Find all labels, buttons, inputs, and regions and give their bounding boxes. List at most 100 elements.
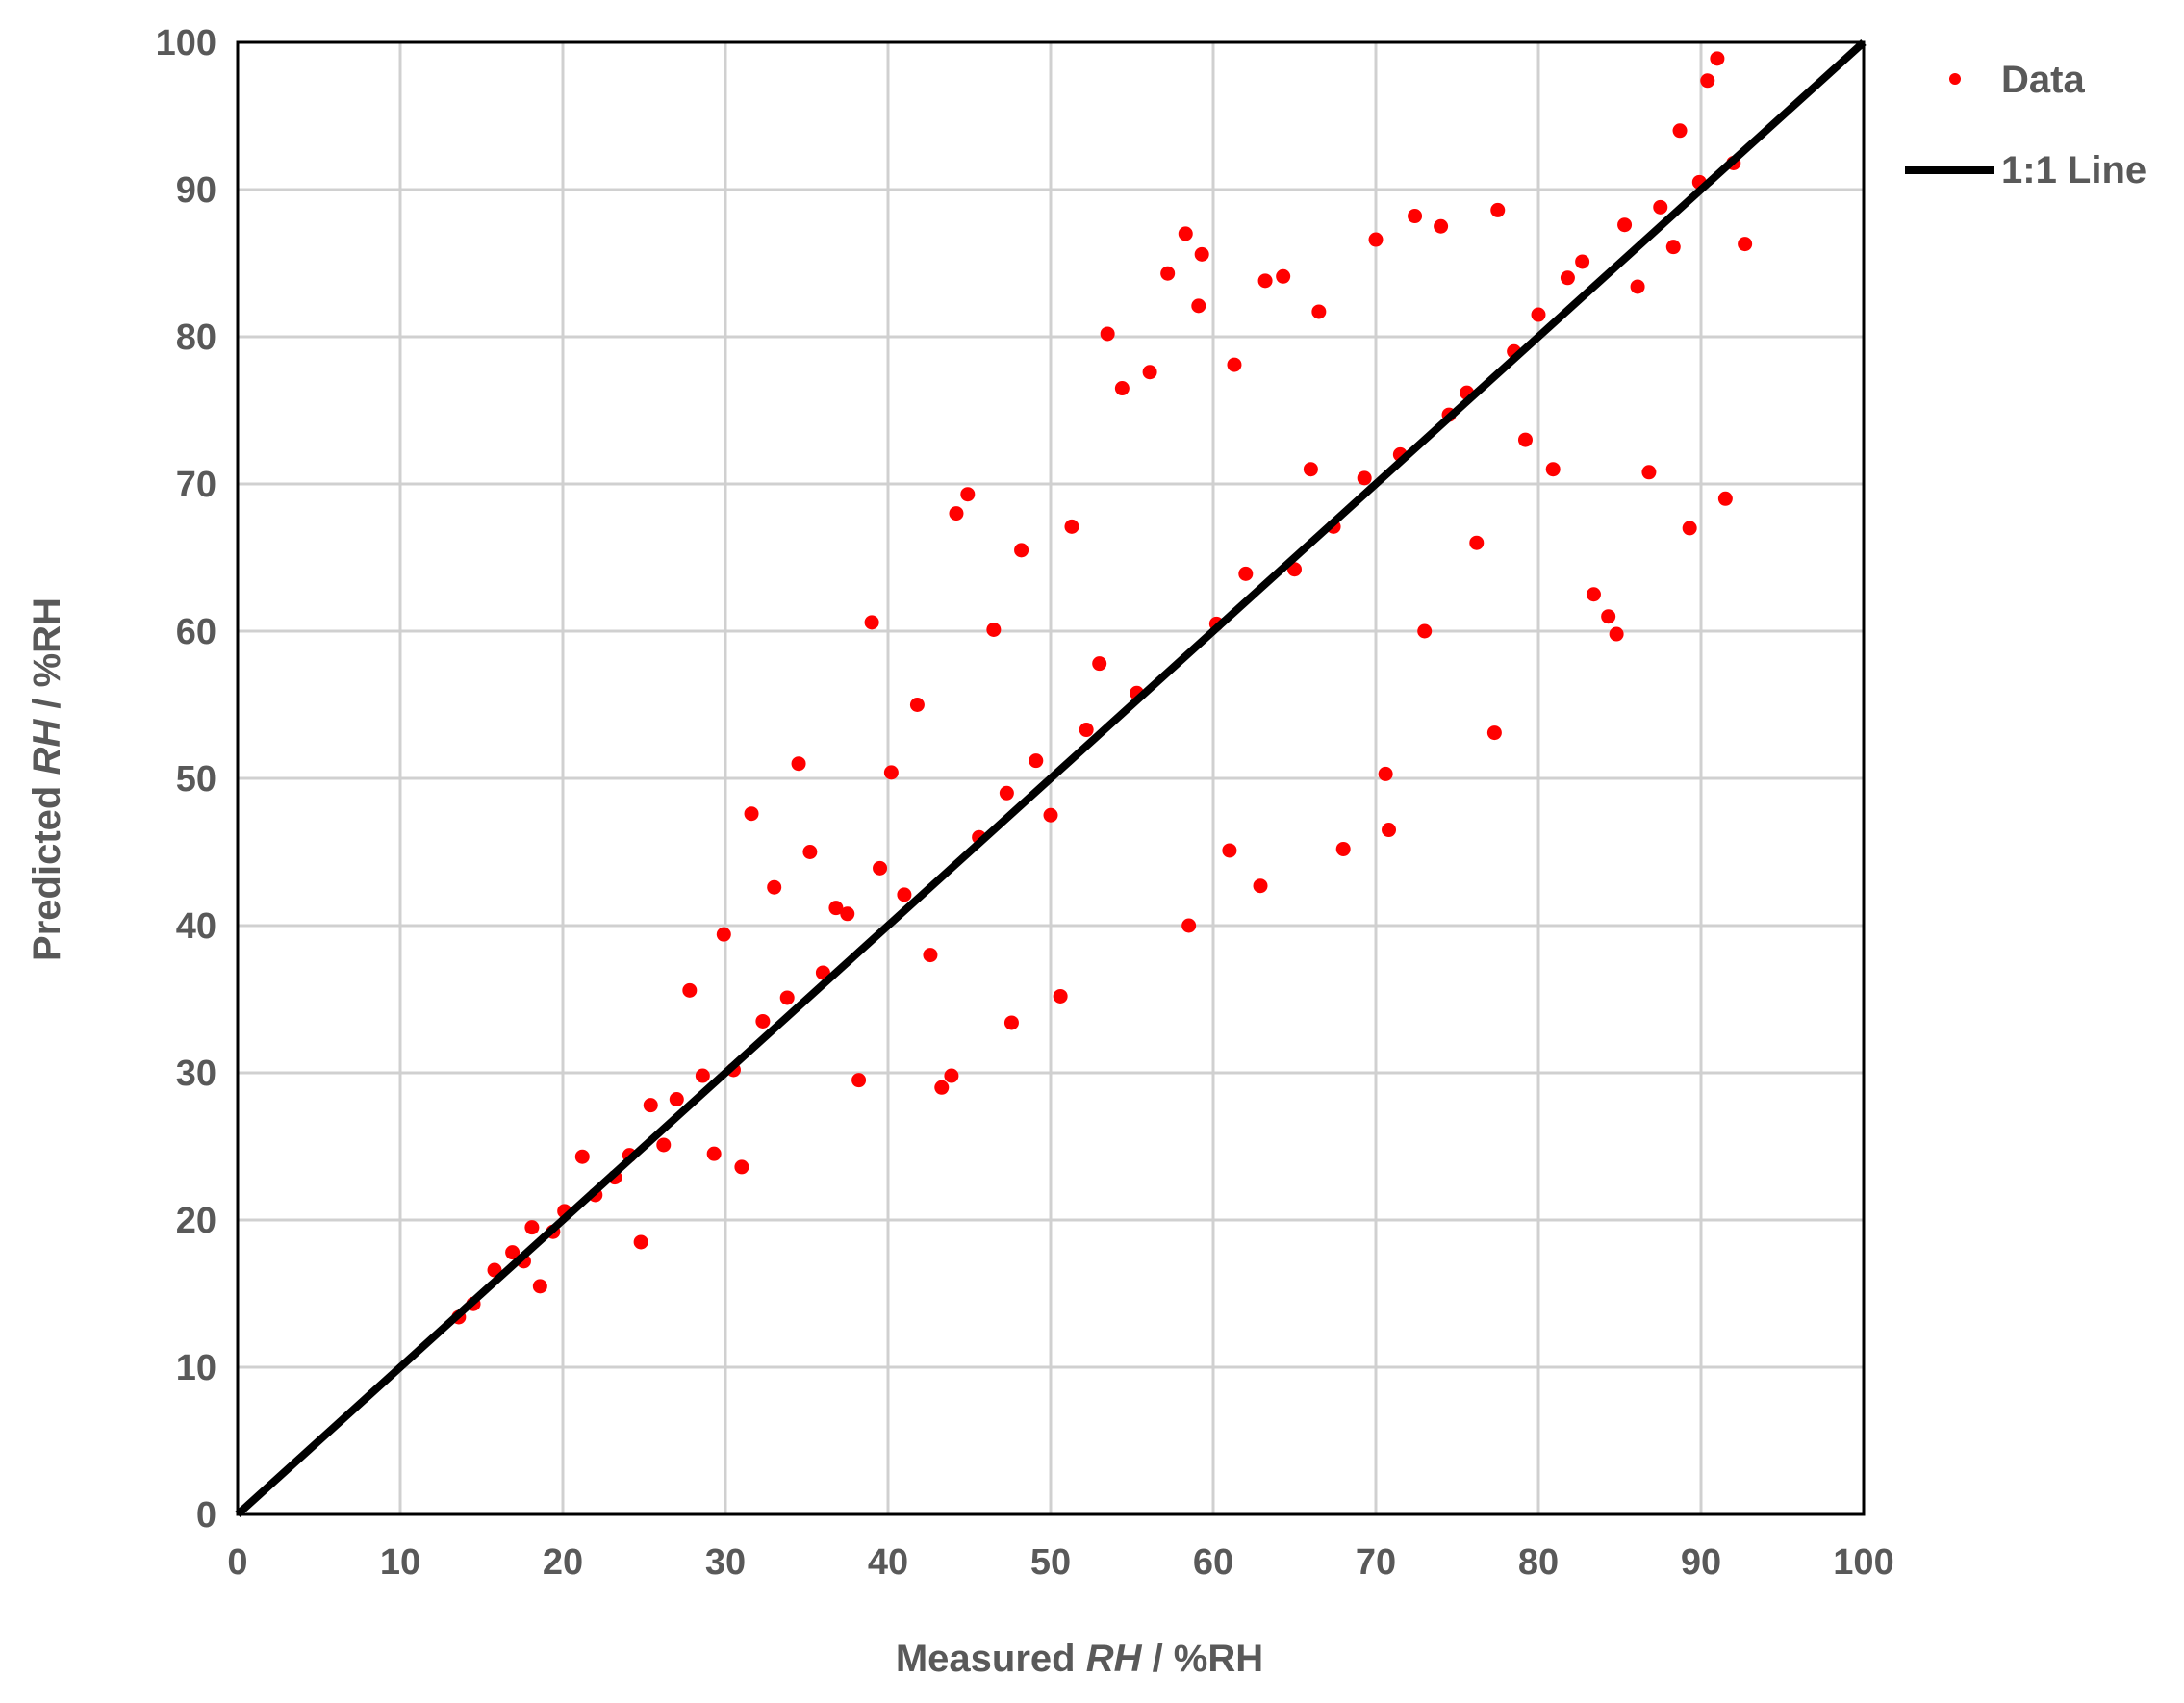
x-axis-title-suffix: / %RH (1141, 1638, 1263, 1680)
data-point (1029, 753, 1044, 769)
data-point (532, 1279, 547, 1294)
y-tick-label: 0 (196, 1495, 216, 1536)
data-point (1053, 988, 1068, 1004)
data-point (1238, 566, 1254, 581)
x-tick-label: 10 (380, 1542, 420, 1583)
data-point (923, 948, 938, 963)
data-point (934, 1080, 950, 1095)
data-point (1486, 725, 1502, 741)
data-point (840, 906, 855, 922)
data-point (851, 1073, 867, 1088)
y-tick-label: 20 (176, 1201, 216, 1241)
data-point (734, 1159, 749, 1175)
data-point (1665, 240, 1681, 255)
data-point (1545, 462, 1561, 477)
legend-data-marker (1949, 73, 1961, 85)
data-point (633, 1234, 648, 1250)
x-tick-label: 100 (1833, 1542, 1893, 1583)
data-point (1303, 462, 1318, 477)
data-point (828, 901, 844, 916)
data-point (1181, 918, 1197, 933)
data-point (1357, 470, 1372, 486)
y-tick-label: 100 (156, 23, 216, 64)
data-point (1222, 843, 1237, 858)
x-tick-labels: 0 10 20 30 40 50 60 70 80 90 100 (227, 1542, 1893, 1583)
data-point (1276, 268, 1291, 284)
data-point (1717, 491, 1733, 506)
one-to-one-line-group (235, 39, 1867, 1517)
data-point (986, 622, 1002, 637)
y-tick-label: 50 (176, 759, 216, 800)
x-tick-label: 60 (1193, 1542, 1233, 1583)
data-point (1003, 1015, 1019, 1030)
x-tick-label: 40 (868, 1542, 908, 1583)
data-point (897, 887, 912, 902)
data-point (1434, 218, 1449, 234)
data-point (873, 860, 888, 876)
x-axis-title-prefix: Measured (896, 1638, 1086, 1680)
y-tick-label: 90 (176, 170, 216, 211)
data-point (864, 615, 879, 630)
data-point (669, 1092, 684, 1107)
data-point (1560, 270, 1575, 286)
data-point (883, 765, 899, 780)
data-point (1609, 626, 1624, 642)
data-point (1630, 279, 1645, 294)
data-point (1114, 381, 1130, 396)
data-point (909, 698, 925, 712)
data-point (505, 1245, 521, 1260)
data-point (1575, 254, 1590, 269)
data-point (695, 1068, 710, 1083)
data-point (1641, 465, 1657, 480)
data-point (802, 845, 818, 859)
x-tick-label: 0 (227, 1542, 247, 1583)
data-point (716, 927, 731, 942)
x-tick-label: 70 (1356, 1542, 1396, 1583)
data-point (1586, 587, 1601, 602)
data-point (1368, 232, 1384, 247)
y-tick-label: 60 (176, 612, 216, 652)
data-point (656, 1137, 672, 1153)
data-point (1682, 521, 1697, 536)
data-point (1253, 878, 1268, 894)
y-tick-labels: 0 10 20 30 40 50 60 70 80 90 100 (156, 23, 216, 1536)
data-point (1160, 266, 1176, 281)
data-point (1194, 246, 1209, 262)
legend-line-label: 1:1 Line (2001, 149, 2146, 191)
data-point (1382, 823, 1397, 838)
data-point (1191, 298, 1206, 314)
y-tick-label: 30 (176, 1054, 216, 1094)
data-points (451, 51, 1753, 1325)
data-point (1043, 807, 1058, 823)
data-point (524, 1220, 540, 1235)
data-point (1531, 307, 1546, 322)
x-axis-title: Measured RH / %RH (896, 1638, 1263, 1680)
data-point (1064, 519, 1079, 534)
y-tick-label: 70 (176, 465, 216, 505)
data-point (1601, 609, 1616, 624)
data-point (1517, 432, 1533, 447)
data-point (1257, 273, 1273, 289)
data-point (744, 806, 759, 822)
data-point (1142, 365, 1157, 380)
x-tick-label: 50 (1030, 1542, 1071, 1583)
legend-data-label: Data (2001, 59, 2085, 101)
data-point (574, 1149, 590, 1164)
data-point (1617, 217, 1633, 233)
data-point (791, 756, 806, 772)
data-point (682, 982, 698, 998)
data-point (767, 879, 782, 895)
data-point (1178, 226, 1193, 241)
plot-area-border (236, 40, 1866, 1516)
data-point (779, 990, 795, 1005)
data-point (643, 1098, 658, 1113)
data-point (1469, 535, 1485, 550)
x-axis-title-variable: RH (1086, 1638, 1143, 1680)
y-tick-label: 10 (176, 1348, 216, 1388)
y-axis-title-suffix: / %RH (26, 597, 68, 720)
legend: Data 1:1 Line (1905, 59, 2146, 191)
data-point (1700, 73, 1715, 89)
data-point (1100, 326, 1115, 342)
data-point (1672, 123, 1688, 139)
data-point (1490, 202, 1506, 217)
